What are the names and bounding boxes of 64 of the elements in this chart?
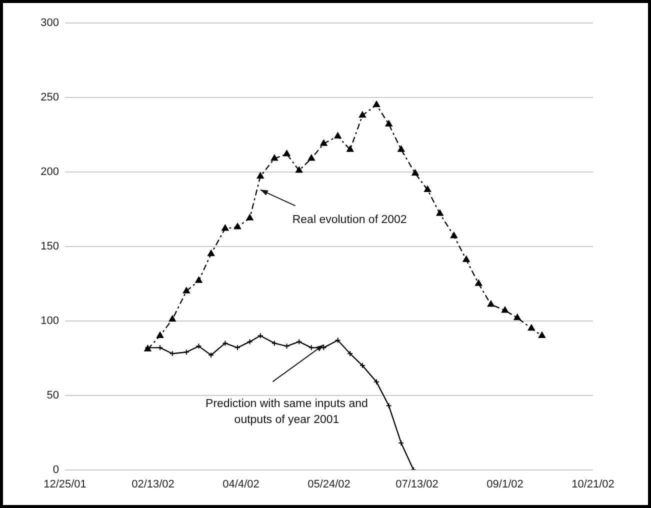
point (412, 169, 419, 176)
point (372, 100, 380, 108)
point (208, 352, 214, 358)
point (169, 350, 176, 357)
point (514, 314, 521, 320)
x-tick-label: 04/4/02 (222, 478, 260, 490)
point (157, 344, 164, 351)
point (256, 172, 264, 179)
y-tick-label: 150 (40, 240, 59, 252)
point (296, 338, 302, 345)
x-tick-label: 05/24/02 (308, 478, 350, 490)
point (308, 154, 315, 161)
point (246, 214, 254, 220)
point (475, 280, 482, 286)
point (462, 256, 470, 262)
point (156, 332, 164, 338)
point (501, 306, 509, 313)
point (222, 340, 228, 346)
point (308, 344, 314, 351)
annotation: Prediction with same inputs and outputs of year 2001 (206, 398, 368, 426)
point (296, 166, 303, 173)
x-tick-label: 02/13/02 (132, 478, 174, 490)
point (270, 154, 278, 161)
point (283, 150, 290, 156)
point (374, 378, 380, 385)
point (320, 140, 328, 146)
point (196, 343, 202, 350)
point (334, 337, 341, 344)
point (168, 315, 176, 322)
point (334, 132, 342, 138)
x-tick-label: 10/21/02 (572, 478, 614, 490)
point (450, 232, 458, 238)
y-tick-label: 50 (46, 389, 59, 402)
point (234, 223, 242, 230)
point (424, 186, 432, 192)
point (386, 402, 392, 409)
point (358, 111, 366, 118)
y-tick-label: 0 (52, 464, 59, 476)
x-tick-label: 09/1/02 (486, 478, 524, 490)
x-tick-label: 12/25/01 (44, 478, 86, 490)
point (271, 340, 278, 346)
point (487, 300, 494, 307)
point (398, 146, 405, 152)
y-tick-label: 200 (40, 166, 59, 178)
point (347, 350, 354, 357)
point (284, 343, 290, 350)
point (222, 224, 229, 231)
annotation: Real evolution of 2002 (292, 214, 407, 226)
point (183, 349, 190, 356)
point (528, 324, 535, 331)
point (436, 210, 444, 216)
point (538, 332, 546, 338)
x-tick-label: 07/13/02 (396, 478, 438, 490)
y-tick-label: 100 (40, 314, 59, 327)
point (257, 332, 264, 339)
point (246, 338, 253, 345)
point (385, 120, 392, 127)
y-tick-label: 300 (40, 17, 59, 30)
point (234, 344, 240, 351)
y-tick-label: 250 (40, 92, 59, 104)
point (182, 287, 190, 294)
point (208, 250, 215, 256)
point (195, 276, 202, 283)
point (346, 146, 354, 152)
